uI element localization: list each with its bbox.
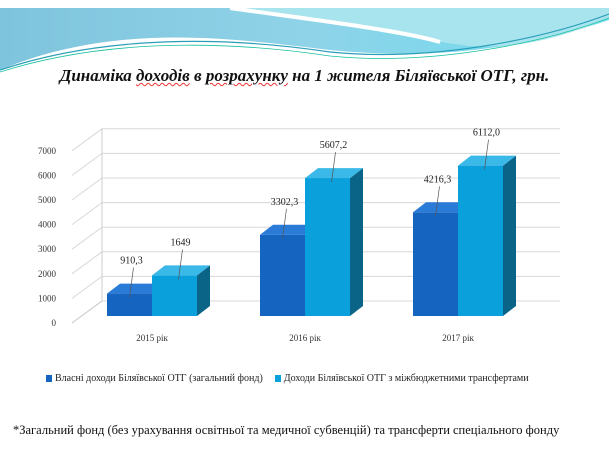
legend-label: Доходи Біляївської ОТГ з міжбюджетними т… [283,373,529,384]
y-tick-label: 2000 [38,269,57,279]
legend: Власні доходи Біляївської ОТГ (загальний… [46,373,529,384]
chart-title: Динаміка доходів в розрахунку на 1 жител… [59,66,550,85]
bar-side [350,168,363,316]
data-label-leader [129,267,134,298]
y-tick-label: 6000 [38,170,57,180]
bar [107,293,152,316]
data-label-leader [282,208,287,239]
legend-label: Власні доходи Біляївської ОТГ (загальний… [55,373,263,384]
header-wave-decoration [0,0,609,73]
data-label: 3302,3 [271,197,299,208]
data-label-leader [331,152,336,183]
y-tick-label: 3000 [38,244,57,254]
bar-top [458,155,516,166]
data-label-leader [484,139,489,170]
footnote: *Загальний фонд (без урахування освітньо… [13,423,560,437]
axis-wall [71,128,103,324]
bar-top [305,168,363,179]
bar-top [260,224,318,235]
data-label: 1649 [171,237,191,248]
legend-swatch [46,375,52,382]
x-tick-label: 2015 рік [136,333,168,343]
y-tick-label: 1000 [38,293,57,303]
y-tick-label: 5000 [38,195,57,205]
bar [413,212,458,316]
legend-item-series1: Власні доходи Біляївської ОТГ (загальний… [46,373,263,384]
data-label: 5607,2 [320,140,348,151]
bar [458,165,503,316]
data-label: 910,3 [120,256,143,267]
x-tick-label: 2017 рік [442,333,474,343]
data-label-leader [435,186,440,217]
bar-top [152,265,210,276]
bar-side [503,155,516,316]
legend-swatch [274,375,281,382]
bar [260,234,305,316]
bar-side [197,265,210,316]
data-label-leader [178,249,183,280]
y-tick-label: 7000 [38,146,57,156]
bar-top [107,283,165,294]
y-tick-label: 0 [52,318,57,328]
y-tick-label: 4000 [38,220,57,230]
bar-top [413,202,471,213]
data-label: 4216,3 [424,174,452,185]
data-label: 6112,0 [473,128,500,139]
x-tick-label: 2016 рік [289,333,321,343]
legend-item-series2: Доходи Біляївської ОТГ з міжбюджетними т… [274,373,529,384]
bar [152,275,197,316]
bar [305,178,350,316]
